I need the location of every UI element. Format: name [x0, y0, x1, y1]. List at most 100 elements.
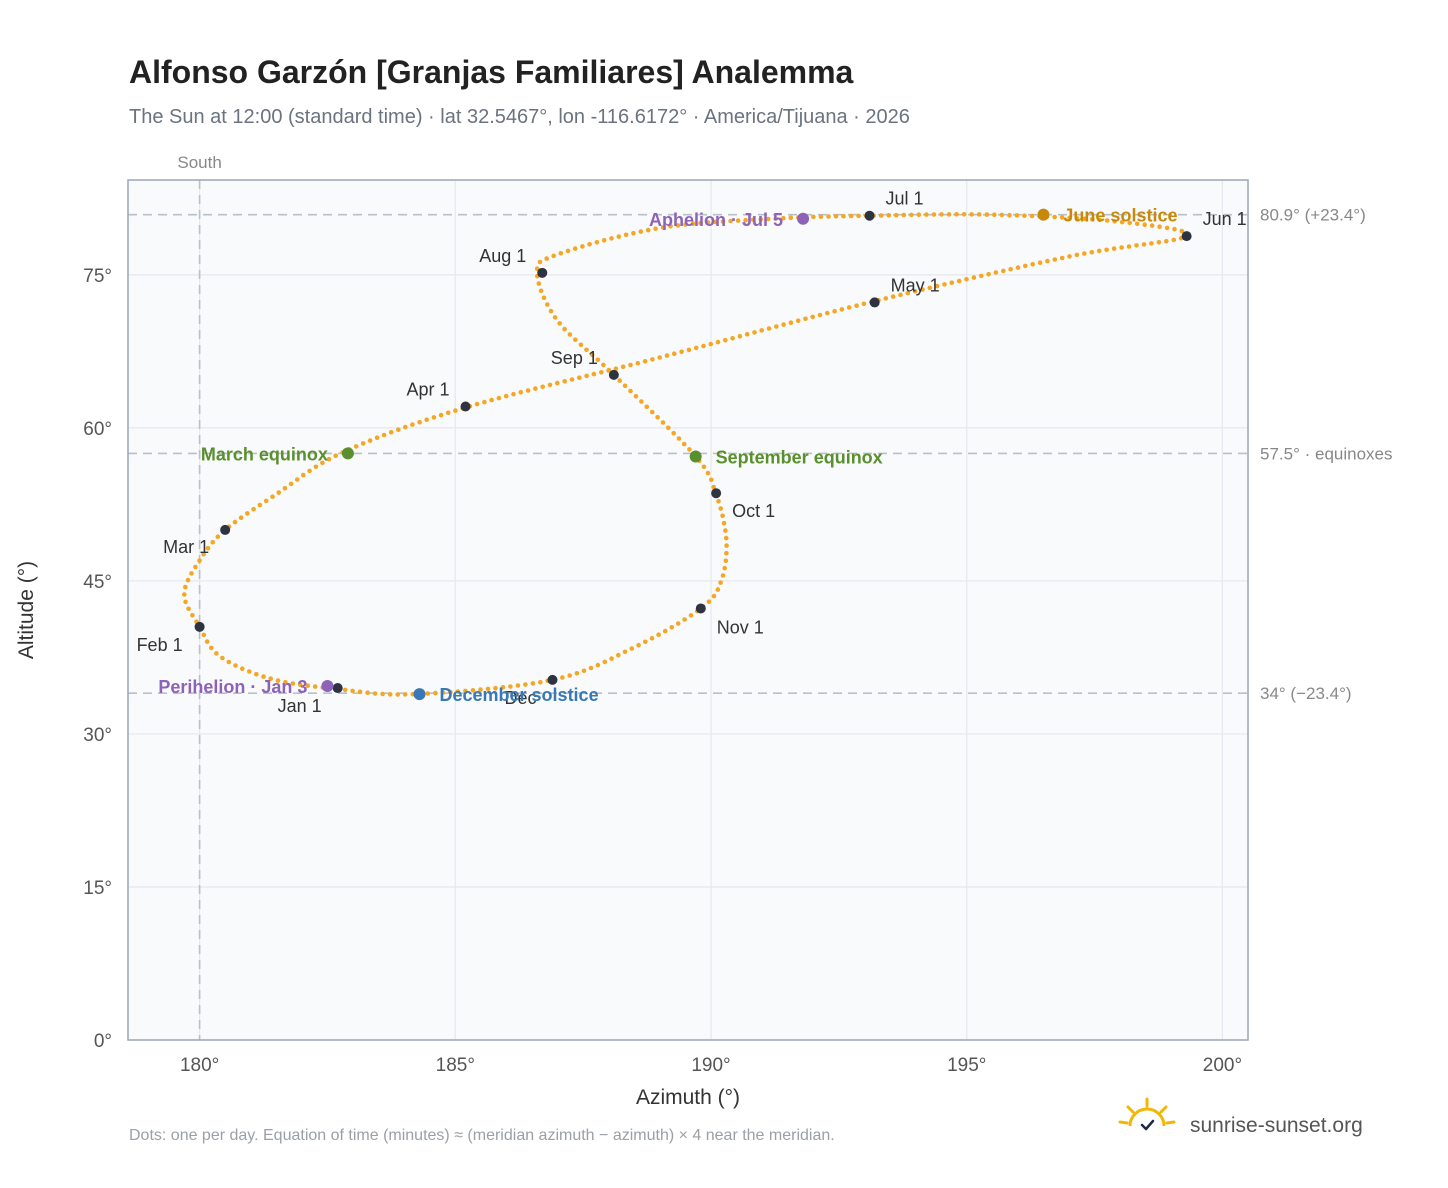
- daily-sun-dot: [698, 220, 703, 226]
- daily-sun-dot: [1134, 221, 1140, 227]
- daily-sun-dot: [971, 275, 977, 280]
- daily-sun-dot: [433, 690, 438, 696]
- daily-sun-dot: [662, 628, 668, 634]
- daily-sun-dot: [964, 277, 969, 282]
- daily-sun-dot: [1164, 225, 1170, 231]
- daily-sun-dot: [350, 688, 355, 694]
- reference-line-label: 34° (−23.4°): [1260, 684, 1352, 703]
- x-tick-label: 190°: [691, 1055, 730, 1076]
- plot-area: [128, 180, 1248, 1040]
- event-marker-label: Perihelion · Jan 3: [158, 677, 307, 697]
- daily-sun-dot: [984, 212, 990, 217]
- daily-sun-dot: [1179, 228, 1185, 234]
- daily-sun-dot: [374, 435, 380, 441]
- daily-sun-dot: [523, 682, 528, 687]
- month-marker-label: Oct 1: [732, 501, 775, 521]
- daily-sun-dot: [283, 679, 288, 685]
- daily-sun-dot: [826, 214, 831, 219]
- x-tick-label: 185°: [436, 1055, 475, 1076]
- daily-sun-dot: [240, 666, 245, 671]
- daily-sun-dot: [560, 675, 565, 680]
- event-marker: [689, 450, 702, 463]
- daily-sun-dot: [664, 353, 670, 358]
- daily-sun-dot: [1023, 263, 1028, 269]
- daily-sun-dot: [617, 378, 622, 383]
- daily-sun-dot: [660, 225, 666, 230]
- daily-sun-dot: [1089, 217, 1095, 222]
- daily-sun-dot: [636, 642, 641, 648]
- daily-sun-dot: [688, 613, 694, 618]
- daily-sun-dot: [395, 692, 401, 697]
- daily-sun-dot: [238, 515, 244, 520]
- daily-sun-dot: [455, 689, 461, 694]
- daily-sun-dot: [916, 212, 922, 217]
- daily-sun-dot: [713, 219, 718, 225]
- daily-sun-dot: [735, 218, 741, 223]
- daily-sun-dot: [675, 223, 681, 228]
- daily-sun-dot: [781, 215, 786, 221]
- daily-sun-dot: [189, 571, 194, 576]
- daily-sun-dot: [599, 370, 604, 375]
- daily-sun-dot: [956, 278, 962, 284]
- daily-sun-dot: [562, 379, 567, 384]
- y-tick-label: 15°: [83, 878, 112, 899]
- daily-sun-dot: [682, 617, 687, 622]
- daily-sun-dot: [365, 690, 370, 695]
- x-tick-label: 195°: [947, 1055, 986, 1076]
- daily-sun-dot: [788, 320, 794, 326]
- daily-sun-dot: [841, 213, 846, 219]
- daily-sun-dot: [489, 397, 494, 403]
- daily-sun-dot: [1142, 222, 1147, 227]
- daily-sun-dot: [294, 477, 300, 482]
- daily-sun-dot: [644, 404, 650, 410]
- daily-sun-dot: [214, 651, 219, 656]
- daily-sun-dot: [589, 352, 595, 358]
- daily-sun-dot: [247, 669, 252, 674]
- daily-sun-dot: [920, 287, 925, 292]
- daily-sun-dot: [721, 520, 727, 526]
- daily-sun-dot: [470, 688, 476, 693]
- daily-sun-dot: [326, 456, 332, 462]
- daily-sun-dot: [669, 625, 675, 630]
- daily-sun-dot: [701, 464, 707, 470]
- daily-sun-dot: [478, 687, 483, 692]
- daily-sun-dot: [1104, 218, 1110, 223]
- daily-sun-dot: [846, 305, 852, 310]
- month-marker-label: Jun 1: [1203, 209, 1247, 229]
- daily-sun-dot: [594, 240, 600, 245]
- daily-sun-dot: [581, 668, 587, 674]
- daily-sun-dot: [878, 213, 884, 218]
- y-tick-label: 75°: [83, 266, 112, 287]
- event-marker: [797, 212, 810, 225]
- daily-sun-dot: [251, 506, 256, 512]
- chart-title: Alfonso Garzón [Granjas Familiares] Anal…: [129, 54, 854, 90]
- daily-sun-dot: [515, 683, 521, 688]
- daily-sun-dot: [1111, 246, 1117, 251]
- daily-sun-dot: [537, 259, 543, 265]
- daily-sun-dot: [1126, 244, 1132, 249]
- daily-sun-dot: [1015, 265, 1021, 270]
- daily-sun-dot: [530, 681, 536, 686]
- daily-sun-dot: [367, 438, 373, 443]
- daily-sun-dot: [1045, 258, 1050, 264]
- daily-sun-dot: [993, 270, 999, 275]
- daily-sun-dot: [1127, 220, 1132, 226]
- daily-sun-dot: [986, 271, 991, 277]
- daily-sun-dot: [817, 312, 823, 318]
- daily-sun-dot: [493, 685, 498, 691]
- daily-sun-dot: [1157, 224, 1162, 229]
- daily-sun-dot: [645, 227, 651, 233]
- daily-sun-dot: [387, 692, 393, 697]
- daily-sun-dot: [681, 441, 687, 447]
- event-marker-label: December solstice: [440, 685, 599, 705]
- daily-sun-dot: [301, 472, 306, 478]
- daily-sun-dot: [818, 214, 824, 219]
- daily-sun-dot: [1029, 213, 1035, 219]
- daily-sun-dot: [288, 481, 294, 487]
- daily-sun-dot: [312, 684, 318, 689]
- daily-sun-dot: [720, 573, 726, 578]
- daily-sun-dot: [992, 212, 997, 217]
- daily-sun-dot: [185, 577, 191, 583]
- daily-sun-dot: [253, 671, 259, 677]
- daily-sun-dot: [1172, 226, 1177, 232]
